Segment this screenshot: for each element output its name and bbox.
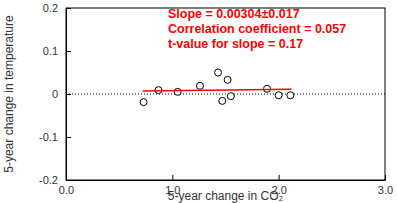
x-tick-label: 3.0 <box>378 184 393 196</box>
y-tick-mark <box>66 137 71 138</box>
point <box>140 99 147 106</box>
y-tick: 0 <box>52 88 71 100</box>
y-tick-label: 0 <box>52 88 58 100</box>
point <box>227 93 234 100</box>
y-tick-label: -0.1 <box>39 131 58 143</box>
x-axis-title: 5-year change in CO₂ <box>168 189 284 203</box>
plot-frame <box>66 8 385 180</box>
x-tick-mark <box>172 175 173 180</box>
y-tick-label: -0.2 <box>39 174 58 186</box>
point <box>224 76 231 83</box>
annotation: Correlation coefficient = 0.057 <box>168 22 346 36</box>
y-tick-mark <box>66 51 71 52</box>
annotation: t-value for slope = 0.17 <box>168 37 303 51</box>
point <box>196 82 203 89</box>
point <box>219 97 226 104</box>
y-axis-title: 5-year change in temperature <box>2 15 16 173</box>
y-tick-label: 0.2 <box>43 2 58 14</box>
y-tick: 0.1 <box>43 45 71 57</box>
point <box>215 69 222 76</box>
point <box>174 88 181 95</box>
x-tick-mark <box>279 175 280 180</box>
chart: 0.01.02.03.0-0.2-0.100.10.25-year change… <box>0 0 397 203</box>
fit-line <box>143 89 292 91</box>
marks <box>66 69 385 106</box>
zero-line <box>66 94 385 95</box>
annotation: Slope = 0.00304±0.017 <box>168 7 300 21</box>
plot: 0.01.02.03.0-0.2-0.100.10.2 <box>39 2 393 196</box>
point <box>287 92 294 99</box>
x-tick-label: 0.0 <box>59 184 74 196</box>
y-tick-label: 0.1 <box>43 45 58 57</box>
point <box>275 92 282 99</box>
